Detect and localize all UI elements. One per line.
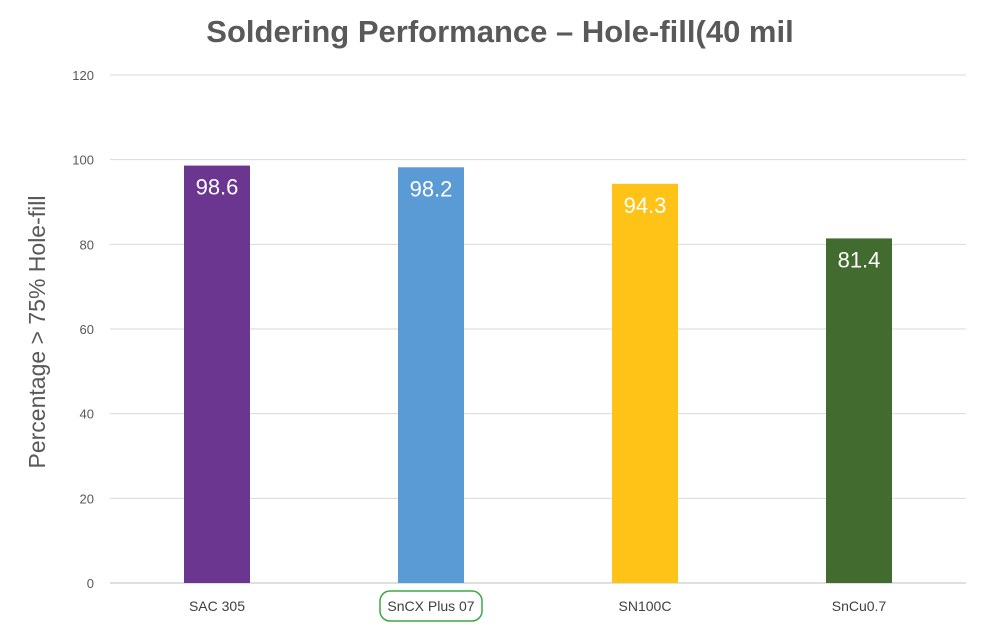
x-tick-label: SAC 305 [189, 598, 245, 614]
y-tick-label: 60 [80, 322, 94, 337]
x-tick-label: SnCu0.7 [832, 598, 887, 614]
chart-title: Soldering Performance – Hole-fill(40 mil [206, 14, 794, 49]
data-labels: 98.6 98.2 94.3 81.4 [196, 175, 881, 273]
x-tick-label: SnCX Plus 07 [387, 598, 474, 614]
bar [184, 165, 250, 584]
y-tick-label: 120 [72, 68, 94, 83]
data-label: 94.3 [624, 193, 667, 218]
y-tick-label: 0 [87, 576, 94, 591]
y-tick-label: 20 [80, 491, 94, 506]
bar [826, 238, 892, 583]
bars [184, 165, 892, 584]
x-tick-label: SN100C [619, 598, 672, 614]
data-label: 98.2 [410, 176, 453, 201]
y-tick-label: 40 [80, 407, 94, 422]
y-axis-title: Percentage > 75% Hole-fill [24, 196, 50, 469]
gridlines [110, 74, 966, 584]
x-axis-ticks: SAC 305 SnCX Plus 07 SN100C SnCu0.7 [189, 590, 887, 622]
y-tick-label: 100 [72, 153, 94, 168]
bar [398, 167, 464, 583]
y-axis-ticks: 0 20 40 60 80 100 120 [72, 68, 94, 591]
data-label: 98.6 [196, 175, 239, 200]
bar [612, 183, 678, 583]
highlight-outline [379, 590, 483, 622]
data-label: 81.4 [838, 247, 881, 272]
y-tick-label: 80 [80, 237, 94, 252]
